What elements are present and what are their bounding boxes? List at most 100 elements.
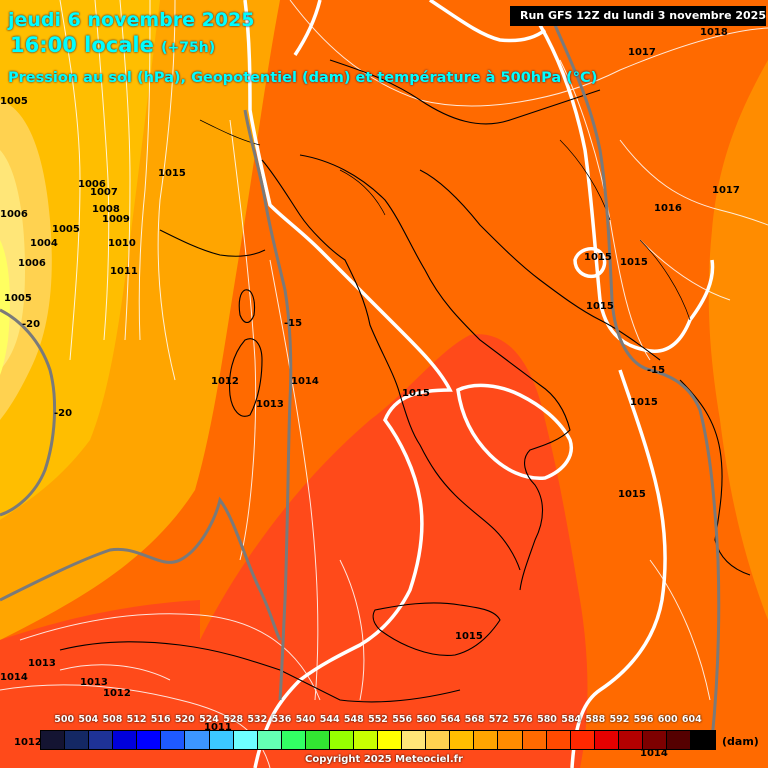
- forecast-time-text: 16:00 locale: [10, 33, 154, 57]
- pressure-label: 1015: [455, 631, 483, 642]
- legend-value-label: 512: [126, 714, 147, 725]
- legend-swatch: [402, 731, 427, 749]
- greece-coast: [679, 379, 751, 576]
- legend-value-label: 500: [54, 714, 75, 725]
- legend-value-label: 548: [343, 714, 364, 725]
- legend-swatch: [257, 731, 282, 749]
- pressure-label: 1008: [92, 204, 120, 215]
- legend-swatch: [233, 731, 258, 749]
- temperature-label: -20: [54, 408, 73, 419]
- legend-value-label: 592: [609, 714, 630, 725]
- pressure-label: 1006: [0, 209, 28, 220]
- field-580: [200, 334, 588, 768]
- legend-swatch: [378, 731, 403, 749]
- legend-swatch: [450, 731, 475, 749]
- legend-swatch: [137, 731, 162, 749]
- pressure-label: 1010: [108, 238, 136, 249]
- temperature-label: -20: [22, 319, 41, 330]
- legend-swatch: [113, 731, 138, 749]
- legend-value-label: 528: [223, 714, 244, 725]
- copyright: Copyright 2025 Meteociel.fr: [305, 754, 463, 765]
- pressure-label: 1014: [291, 376, 319, 387]
- legend-value-label: 576: [512, 714, 533, 725]
- legend-value-label: 596: [633, 714, 654, 725]
- isotherms: [0, 24, 721, 741]
- legend-value-label: 572: [488, 714, 509, 725]
- legend-swatch: [642, 731, 668, 749]
- legend-swatch: [89, 731, 114, 749]
- pressure-label: 1005: [0, 96, 28, 107]
- temperature-label: -15: [647, 365, 666, 376]
- legend-swatch: [667, 731, 692, 749]
- legend-swatch: [161, 731, 186, 749]
- sicily: [372, 602, 501, 656]
- legend-value-label: 504: [78, 714, 99, 725]
- pressure-label: 1007: [90, 187, 118, 198]
- legend-swatch: [329, 731, 355, 749]
- corsica: [238, 289, 256, 324]
- pressure-label: 1015: [618, 489, 646, 500]
- field-556: [0, 240, 10, 375]
- legend-swatch: [281, 731, 306, 749]
- forecast-time: 16:00 locale (+75h): [10, 33, 215, 57]
- pressure-label: 1017: [628, 47, 656, 58]
- pressure-label: 1014: [0, 672, 28, 683]
- pressure-label: 1011: [204, 722, 232, 733]
- legend-swatch: [691, 731, 716, 749]
- balkan-north: [329, 59, 601, 125]
- legend-value-label: 584: [561, 714, 582, 725]
- pressure-label: 1006: [18, 258, 46, 269]
- north-africa: [59, 641, 461, 703]
- legend-swatch: [185, 731, 210, 749]
- pressure-label: 1012: [211, 376, 239, 387]
- france-coast: [159, 229, 266, 257]
- legend-swatch: [474, 731, 499, 749]
- legend-swatch: [65, 731, 90, 749]
- italy-coast-west: [261, 159, 521, 571]
- field-568: [0, 0, 160, 520]
- temperature-label: -15: [284, 318, 303, 329]
- sardinia: [228, 338, 263, 417]
- pressure-label: 1005: [4, 293, 32, 304]
- pressure-label: 1013: [80, 677, 108, 688]
- legend-colorbar: [40, 730, 716, 750]
- legend-swatch: [498, 731, 523, 749]
- forecast-lead-time: (+75h): [161, 40, 216, 56]
- legend-swatch: [546, 731, 571, 749]
- legend-value-label: 604: [681, 714, 702, 725]
- borders: [199, 119, 691, 321]
- legend-value-label: 556: [392, 714, 413, 725]
- pressure-label: 1011: [110, 266, 138, 277]
- coastlines: [59, 59, 751, 703]
- pressure-label: 1004: [30, 238, 58, 249]
- pressure-label: 1017: [712, 185, 740, 196]
- legend-value-label: 516: [150, 714, 171, 725]
- legend-value-label: 588: [585, 714, 606, 725]
- forecast-date: jeudi 6 novembre 2025: [8, 9, 255, 31]
- legend-value-label: 552: [368, 714, 388, 725]
- legend-swatch: [522, 731, 547, 749]
- legend-swatch: [41, 731, 66, 749]
- pressure-label: 1015: [620, 257, 648, 268]
- legend-value-label: 532: [247, 714, 268, 725]
- legend-swatch: [570, 731, 595, 749]
- legend-value-label: 568: [464, 714, 485, 725]
- pressure-label: 1013: [28, 658, 56, 669]
- run-info-box: Run GFS 12Z du lundi 3 novembre 2025: [510, 6, 766, 26]
- legend-value-label: 540: [295, 714, 316, 725]
- pressure-label: 1012: [103, 688, 131, 699]
- pressure-label: 1005: [52, 224, 80, 235]
- legend-swatch: [618, 731, 643, 749]
- pressure-label: 1009: [102, 214, 130, 225]
- pressure-label: 1015: [158, 168, 186, 179]
- legend-value-label: 524: [199, 714, 219, 725]
- legend-value-label: 560: [416, 714, 437, 725]
- legend-swatch: [594, 731, 619, 749]
- pressure-label: 1013: [256, 399, 284, 410]
- legend-value-label: 600: [657, 714, 678, 725]
- map-subtitle: Pression au sol (hPa), Geopotentiel (dam…: [8, 70, 598, 86]
- legend-value-label: 508: [102, 714, 123, 725]
- pressure-label: 1015: [630, 397, 658, 408]
- pressure-label: 1015: [586, 301, 614, 312]
